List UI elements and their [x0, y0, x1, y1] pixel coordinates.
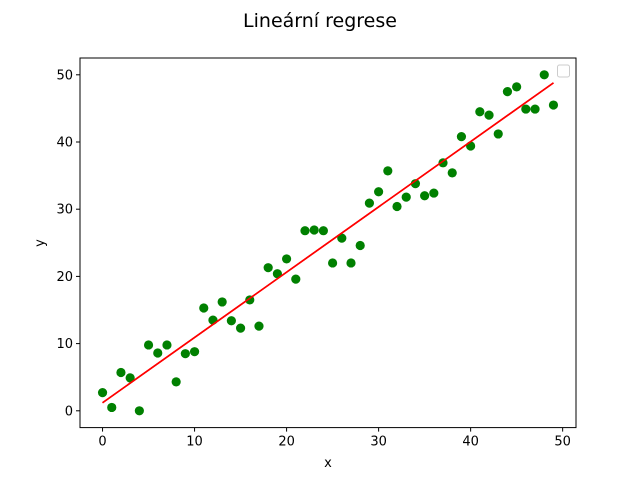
- data-point: [291, 274, 301, 284]
- data-point: [475, 107, 485, 117]
- data-point: [512, 82, 522, 92]
- data-point: [383, 166, 393, 176]
- data-point: [374, 187, 384, 197]
- data-point: [107, 402, 117, 413]
- data-point: [180, 349, 190, 359]
- y-axis-label: y: [33, 239, 48, 247]
- data-point: [539, 70, 549, 80]
- y-tick-label: 10: [56, 337, 73, 352]
- data-point: [401, 192, 411, 202]
- data-point: [328, 258, 338, 268]
- x-tick-label: 30: [370, 435, 387, 450]
- y-tick-label: 50: [56, 68, 73, 83]
- data-point: [355, 240, 365, 251]
- data-point: [309, 225, 319, 235]
- data-point: [153, 348, 163, 358]
- data-point: [420, 191, 430, 201]
- y-axis-ticks: 0 10 20 30 40 50: [56, 68, 80, 419]
- y-tick-label: 30: [56, 203, 73, 218]
- data-point: [364, 198, 375, 208]
- regression-line-overlay: [102, 82, 554, 404]
- data-point: [162, 340, 172, 350]
- data-point: [116, 367, 126, 378]
- x-tick-label: 0: [98, 435, 106, 450]
- data-point: [447, 168, 457, 178]
- plot-area: [97, 70, 559, 416]
- data-point: [134, 406, 144, 416]
- x-tick-label: 40: [462, 435, 479, 450]
- data-point: [199, 303, 209, 313]
- data-point: [97, 388, 108, 398]
- x-tick-label: 20: [278, 435, 295, 450]
- data-point: [189, 347, 200, 357]
- x-tick-label: 50: [554, 435, 571, 450]
- data-point: [346, 258, 356, 268]
- data-point: [484, 110, 494, 120]
- data-point: [456, 132, 467, 142]
- data-point: [530, 104, 540, 114]
- y-tick-label: 20: [56, 270, 73, 285]
- x-axis-label: x: [324, 456, 332, 471]
- y-tick-label: 40: [56, 136, 73, 151]
- data-point: [235, 323, 246, 333]
- data-point: [318, 226, 328, 236]
- data-point: [226, 316, 236, 326]
- data-point: [548, 100, 559, 110]
- data-point: [521, 104, 531, 114]
- data-point: [502, 87, 513, 97]
- data-point: [281, 254, 292, 264]
- data-point: [208, 315, 218, 325]
- legend-box: [557, 64, 570, 78]
- data-point: [254, 321, 264, 331]
- data-point: [263, 263, 273, 273]
- data-point: [272, 269, 282, 279]
- data-point: [300, 226, 310, 236]
- data-point: [392, 201, 402, 212]
- data-point: [429, 188, 439, 198]
- data-point: [466, 141, 476, 151]
- data-point: [410, 179, 421, 189]
- data-point: [217, 297, 227, 307]
- data-point: [125, 373, 135, 383]
- axes-frame: [79, 57, 577, 429]
- data-point: [493, 129, 503, 139]
- data-point: [171, 377, 181, 387]
- x-tick-label: 10: [186, 435, 203, 450]
- data-point: [337, 233, 347, 243]
- y-tick-label: 0: [65, 404, 73, 419]
- chart-title: Lineární regrese: [243, 10, 397, 32]
- x-axis-ticks: 0 10 20 30 40 50: [98, 427, 571, 450]
- data-point: [143, 340, 154, 350]
